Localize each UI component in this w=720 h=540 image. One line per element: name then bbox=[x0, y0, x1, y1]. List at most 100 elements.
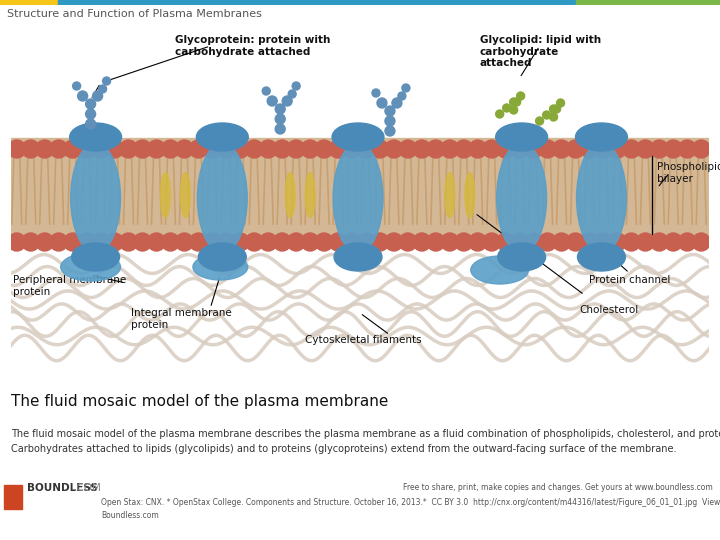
Circle shape bbox=[385, 116, 395, 126]
Ellipse shape bbox=[197, 143, 247, 253]
Circle shape bbox=[580, 140, 598, 158]
Circle shape bbox=[580, 233, 598, 251]
Circle shape bbox=[482, 140, 500, 158]
Circle shape bbox=[549, 105, 557, 113]
Circle shape bbox=[469, 233, 487, 251]
Circle shape bbox=[231, 233, 249, 251]
Circle shape bbox=[539, 140, 557, 158]
Circle shape bbox=[513, 98, 521, 106]
Circle shape bbox=[292, 82, 300, 90]
Circle shape bbox=[315, 233, 333, 251]
Circle shape bbox=[287, 140, 305, 158]
Circle shape bbox=[622, 140, 640, 158]
Circle shape bbox=[608, 233, 626, 251]
Text: Phospholipid
bilayer: Phospholipid bilayer bbox=[657, 162, 720, 184]
Circle shape bbox=[133, 233, 151, 251]
Circle shape bbox=[262, 87, 270, 95]
Bar bbox=[576, 0, 720, 5]
Circle shape bbox=[86, 119, 96, 129]
Circle shape bbox=[343, 233, 361, 251]
Ellipse shape bbox=[577, 243, 626, 271]
Circle shape bbox=[441, 140, 459, 158]
Circle shape bbox=[622, 233, 640, 251]
Ellipse shape bbox=[161, 172, 171, 218]
Circle shape bbox=[36, 140, 54, 158]
Circle shape bbox=[357, 140, 375, 158]
Ellipse shape bbox=[465, 172, 474, 218]
Text: BOUNDLESS: BOUNDLESS bbox=[27, 483, 97, 492]
Circle shape bbox=[482, 233, 500, 251]
Ellipse shape bbox=[193, 254, 248, 280]
Circle shape bbox=[510, 98, 518, 106]
Circle shape bbox=[315, 140, 333, 158]
Circle shape bbox=[552, 233, 570, 251]
Circle shape bbox=[86, 109, 96, 119]
Text: Integral membrane
protein: Integral membrane protein bbox=[130, 308, 231, 329]
Circle shape bbox=[503, 104, 510, 112]
Circle shape bbox=[497, 140, 515, 158]
Circle shape bbox=[343, 140, 361, 158]
Circle shape bbox=[189, 140, 207, 158]
Circle shape bbox=[595, 233, 613, 251]
Ellipse shape bbox=[577, 143, 626, 253]
Circle shape bbox=[78, 91, 88, 101]
Circle shape bbox=[427, 140, 445, 158]
Circle shape bbox=[372, 89, 380, 97]
Circle shape bbox=[510, 140, 528, 158]
Circle shape bbox=[371, 233, 389, 251]
Circle shape bbox=[176, 140, 194, 158]
Text: Free to share, print, make copies and changes. Get yours at www.boundless.com: Free to share, print, make copies and ch… bbox=[403, 483, 713, 491]
Circle shape bbox=[510, 233, 528, 251]
Bar bbox=[11, 138, 709, 235]
Circle shape bbox=[650, 140, 668, 158]
Circle shape bbox=[399, 233, 417, 251]
Ellipse shape bbox=[72, 243, 120, 271]
Ellipse shape bbox=[199, 243, 246, 271]
Circle shape bbox=[525, 140, 543, 158]
Circle shape bbox=[469, 140, 487, 158]
Circle shape bbox=[692, 140, 710, 158]
Circle shape bbox=[91, 140, 109, 158]
Circle shape bbox=[106, 233, 124, 251]
Circle shape bbox=[385, 233, 403, 251]
Circle shape bbox=[203, 233, 221, 251]
Text: .COM: .COM bbox=[74, 483, 102, 492]
Text: Structure and Function of Plasma Membranes: Structure and Function of Plasma Membran… bbox=[7, 9, 262, 19]
Circle shape bbox=[371, 140, 389, 158]
Text: Cholesterol: Cholesterol bbox=[580, 305, 639, 315]
Circle shape bbox=[402, 84, 410, 92]
Ellipse shape bbox=[60, 253, 120, 281]
Bar bbox=[4, 485, 22, 509]
Ellipse shape bbox=[332, 123, 384, 151]
Circle shape bbox=[246, 140, 264, 158]
Text: Peripheral membrane
protein: Peripheral membrane protein bbox=[13, 275, 126, 296]
Ellipse shape bbox=[70, 123, 122, 151]
Circle shape bbox=[161, 140, 179, 158]
Circle shape bbox=[99, 85, 107, 93]
Circle shape bbox=[189, 233, 207, 251]
Circle shape bbox=[413, 140, 431, 158]
Circle shape bbox=[543, 111, 551, 119]
Ellipse shape bbox=[495, 123, 548, 151]
Circle shape bbox=[665, 233, 683, 251]
Circle shape bbox=[148, 233, 166, 251]
Text: Glycoprotein: protein with
carbohydrate attached: Glycoprotein: protein with carbohydrate … bbox=[176, 35, 330, 57]
Circle shape bbox=[50, 140, 68, 158]
Text: The fluid mosaic model of the plasma membrane describes the plasma membrane as a: The fluid mosaic model of the plasma mem… bbox=[11, 429, 720, 454]
Bar bbox=[58, 0, 576, 5]
Text: Protein channel: Protein channel bbox=[590, 275, 671, 285]
Circle shape bbox=[102, 77, 111, 85]
Ellipse shape bbox=[498, 243, 546, 271]
Circle shape bbox=[287, 233, 305, 251]
Circle shape bbox=[217, 140, 235, 158]
Circle shape bbox=[557, 99, 564, 107]
Circle shape bbox=[273, 140, 291, 158]
Circle shape bbox=[497, 233, 515, 251]
Circle shape bbox=[385, 106, 395, 116]
Circle shape bbox=[636, 140, 654, 158]
Circle shape bbox=[148, 140, 166, 158]
Circle shape bbox=[495, 110, 504, 118]
Circle shape bbox=[63, 140, 81, 158]
Circle shape bbox=[8, 140, 26, 158]
Circle shape bbox=[259, 233, 277, 251]
